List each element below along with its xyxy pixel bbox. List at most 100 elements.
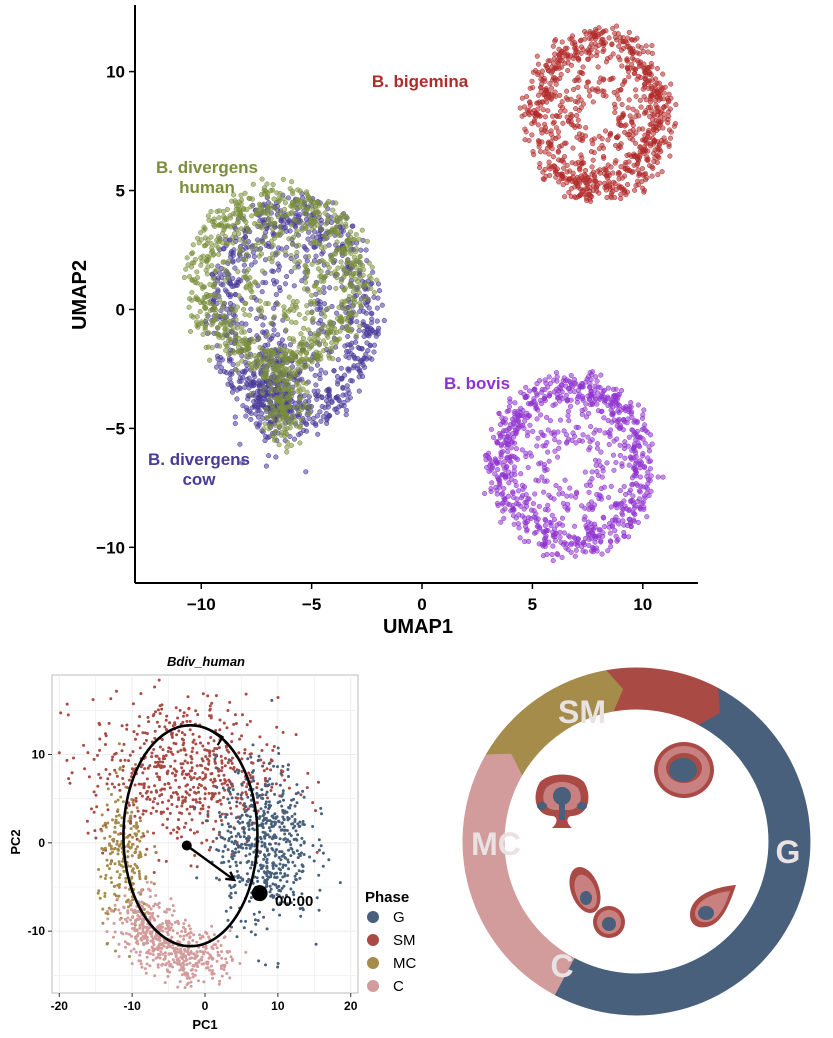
umap-point (296, 242, 302, 248)
umap-point (323, 370, 329, 376)
umap-point (216, 215, 222, 221)
umap-point (654, 94, 660, 100)
umap-point (583, 401, 589, 407)
umap-point (606, 524, 612, 530)
umap-point (584, 525, 590, 531)
umap-point (214, 314, 220, 320)
umap-point (566, 418, 572, 424)
umap-point (530, 501, 536, 507)
umap-point (321, 278, 327, 284)
umap-point (281, 304, 287, 310)
umap-point (554, 378, 560, 384)
pca-point-SM (188, 719, 192, 723)
pca-point-SM (152, 831, 155, 835)
umap-point (305, 363, 311, 369)
pca-point-SM (255, 786, 259, 790)
umap-point (614, 538, 620, 544)
pca-point-SM (91, 698, 95, 702)
pca-point-G (283, 837, 287, 841)
umap-point (617, 442, 623, 448)
umap-point (231, 192, 237, 198)
umap-point (235, 279, 241, 285)
umap-point (350, 284, 357, 290)
umap-point (355, 362, 361, 368)
pca-point-G (230, 835, 234, 839)
umap-point (608, 539, 614, 545)
umap-point (563, 432, 569, 438)
umap-point (224, 206, 230, 212)
umap-point (216, 222, 222, 228)
umap-point (282, 380, 288, 386)
pca-point-SM (184, 821, 188, 825)
pca-point-SM (234, 722, 238, 725)
pca-point-SM (178, 785, 181, 789)
umap-point (511, 468, 517, 474)
umap-point (576, 57, 582, 63)
umap-point (557, 393, 563, 400)
pca-point-SM (238, 801, 242, 805)
pca-point-G (257, 869, 260, 873)
umap-point (563, 383, 569, 389)
pca-point-SM (65, 758, 69, 762)
umap-point (583, 482, 590, 488)
pca-point-SM (220, 819, 223, 822)
umap-point (527, 401, 533, 407)
pca-point-SM (208, 707, 212, 711)
pca-point-G (301, 906, 304, 910)
umap-point (545, 58, 551, 64)
umap-point (648, 473, 654, 479)
umap-point (542, 377, 548, 383)
umap-point (501, 515, 507, 521)
umap-point (254, 315, 260, 322)
umap-point (547, 80, 553, 87)
umap-point (259, 390, 266, 396)
umap-point (580, 397, 586, 403)
umap-point (545, 108, 551, 114)
pca-point-SM (206, 741, 210, 745)
pca-point-SM (217, 833, 221, 837)
pca-point-SM (272, 745, 276, 748)
umap-point (187, 328, 194, 335)
umap-point (230, 275, 236, 282)
umap-point (564, 114, 570, 120)
umap-point (648, 96, 654, 102)
pca-point-SM (262, 761, 266, 765)
umap-point (259, 410, 265, 417)
umap-point (549, 512, 555, 518)
pca-point-SM (184, 753, 188, 757)
umap-point (600, 36, 606, 42)
umap-point (230, 259, 236, 265)
umap-point (500, 490, 506, 496)
pca-point-G (238, 880, 242, 884)
pca-point-SM (258, 735, 262, 739)
umap-point (307, 404, 313, 411)
pca-point-SM (135, 732, 139, 736)
umap-point (596, 532, 602, 539)
umap-point (304, 273, 310, 279)
umap-point (599, 391, 605, 397)
umap-point (277, 224, 283, 230)
umap-point (237, 211, 244, 217)
umap-point (232, 414, 238, 420)
umap-point (626, 132, 632, 138)
pca-point-SM (185, 719, 189, 723)
umap-point (528, 507, 535, 513)
pca-point-SM (207, 805, 211, 809)
umap-point (617, 57, 623, 63)
umap-point (557, 417, 564, 423)
umap-point (571, 86, 577, 93)
umap-point (605, 385, 611, 391)
pca-point-G (295, 783, 299, 787)
umap-point (190, 242, 196, 248)
umap-point (666, 127, 673, 133)
umap-point (643, 108, 649, 114)
umap-point (632, 187, 638, 193)
pca-grid (52, 675, 358, 993)
pca-point-SM (110, 782, 114, 786)
umap-point (552, 401, 558, 407)
pca-point-SM (98, 737, 102, 741)
umap-point (589, 164, 595, 170)
pca-point-G (249, 866, 253, 870)
pca-point-G (259, 807, 263, 811)
umap-point (659, 169, 665, 175)
